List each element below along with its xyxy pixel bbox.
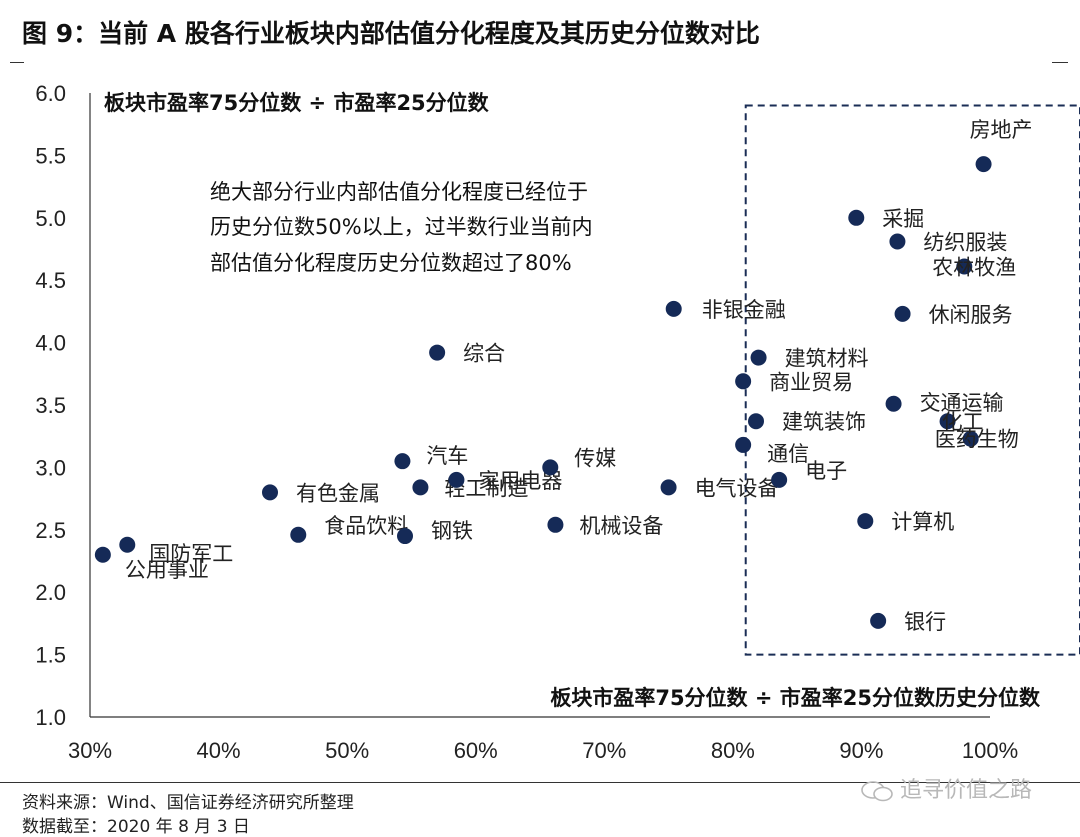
data-point-label: 电气设备 [695, 476, 779, 500]
data-point-label: 传媒 [574, 446, 616, 470]
data-point [750, 349, 767, 366]
data-point-label: 纺织服装 [923, 231, 1007, 255]
data-point [665, 300, 682, 317]
data-point [412, 479, 429, 496]
watermark: 追寻价值之路 [860, 772, 1032, 804]
footer-rule [0, 782, 1080, 783]
data-point-label: 非银金融 [702, 298, 786, 322]
y-tick-label: 3.5 [35, 393, 66, 418]
data-point-label: 银行 [904, 610, 946, 634]
data-point-label: 房地产 [970, 118, 1033, 142]
watermark-text: 追寻价值之路 [900, 778, 1033, 803]
data-point-label: 有色金属 [296, 481, 380, 505]
data-point-label: 钢铁 [431, 519, 473, 543]
data-point [889, 233, 906, 250]
data-point [547, 516, 564, 533]
x-tick-label: 90% [839, 738, 883, 763]
figure-title: 图 9：当前 A 股各行业板块内部估值分化程度及其历史分位数对比 [22, 19, 760, 48]
y-tick-label: 5.5 [35, 143, 66, 168]
data-point [870, 612, 887, 629]
data-point [735, 373, 752, 390]
y-tick-label: 1.0 [35, 705, 66, 730]
data-point [394, 453, 411, 470]
data-point-label: 机械设备 [579, 514, 663, 538]
data-point [397, 528, 413, 545]
x-tick-label: 60% [454, 738, 498, 763]
data-point [857, 513, 874, 530]
data-point [939, 413, 956, 430]
data-point-label: 化工 [942, 410, 984, 434]
data-point [290, 526, 307, 543]
data-point [262, 484, 278, 501]
data-point-label: 食品饮料 [324, 514, 408, 538]
data-point-label: 公用事业 [125, 558, 209, 582]
data-point-label: 计算机 [891, 510, 954, 534]
y-tick-label: 5.0 [35, 206, 66, 231]
data-point [735, 436, 752, 453]
data-point [748, 413, 764, 430]
data-point [975, 156, 992, 173]
data-point-label: 农林牧渔 [932, 255, 1016, 279]
data-point-label: 商业贸易 [769, 370, 853, 394]
x-axis-ticks: 30% 40% 50% 60% 70% 80% 90% 100% [68, 738, 1018, 763]
annotation-line-2: 历史分位数50%以上，过半数行业当前内 [210, 215, 593, 239]
data-point-label: 医药生物 [935, 428, 1019, 452]
y-tick-label: 2.0 [35, 580, 66, 605]
x-axis-label: 板块市盈率75分位数 ÷ 市盈率25分位数历史分位数 [550, 686, 1041, 710]
data-point-label: 建筑装饰 [782, 410, 866, 434]
x-tick-label: 100% [962, 738, 1018, 763]
x-tick-label: 40% [197, 738, 241, 763]
annotation-line-3: 部估值分化程度历史分位数超过了80% [210, 251, 572, 275]
data-point-label: 休闲服务 [929, 303, 1013, 327]
data-point-label: 国防军工 [149, 542, 233, 566]
data-point [771, 471, 788, 488]
data-point [429, 344, 446, 361]
y-axis-label: 板块市盈率75分位数 ÷ 市盈率25分位数 [104, 91, 490, 115]
x-tick-label: 70% [582, 738, 626, 763]
data-point [894, 305, 911, 322]
data-point-label: 汽车 [426, 444, 468, 468]
y-tick-label: 3.0 [35, 455, 66, 480]
data-point [962, 430, 979, 447]
source-note: 资料来源：Wind、国信证券经济研究所整理 [22, 793, 354, 813]
data-point [848, 209, 865, 226]
data-point [956, 258, 973, 275]
wechat-icon [861, 781, 893, 802]
data-point-label: 采掘 [882, 207, 924, 231]
chart-axes [89, 93, 990, 718]
y-tick-label: 4.5 [35, 268, 66, 293]
data-points: 公用事业国防军工有色金属食品饮料汽车钢铁轻工制造综合家用电器传媒机械设备电气设备… [94, 118, 1033, 634]
y-tick-label: 6.0 [35, 81, 66, 106]
x-tick-label: 80% [711, 738, 755, 763]
title-rule [0, 62, 1080, 63]
data-point-label: 综合 [463, 342, 505, 366]
data-point-label: 交通运输 [920, 391, 1004, 415]
annotation-line-1: 绝大部分行业内部估值分化程度已经位于 [210, 180, 588, 204]
data-point-label: 电子 [805, 459, 847, 483]
data-point [660, 479, 677, 496]
data-point [94, 546, 111, 563]
chart-annotation: 绝大部分行业内部估值分化程度已经位于 历史分位数50%以上，过半数行业当前内 部… [210, 180, 593, 275]
scatter-chart: 1.0 1.5 2.0 2.5 3.0 3.5 4.0 4.5 5.0 5.5 6.0 30% 40%… [35, 81, 1080, 763]
x-tick-label: 30% [68, 738, 112, 763]
data-point [542, 459, 559, 476]
y-axis-ticks: 1.0 1.5 2.0 2.5 3.0 3.5 4.0 4.5 5.0 5.5 6.0 [35, 81, 66, 730]
data-point [119, 536, 136, 553]
data-point [448, 471, 465, 488]
data-point-label: 建筑材料 [785, 347, 869, 371]
y-tick-label: 2.5 [35, 518, 66, 543]
y-tick-label: 4.0 [35, 331, 66, 356]
x-tick-label: 50% [325, 738, 369, 763]
y-tick-label: 1.5 [35, 643, 66, 668]
date-note: 数据截至：2020 年 8 月 3 日 [22, 817, 250, 837]
data-point [885, 395, 902, 412]
data-point-label: 通信 [767, 442, 809, 466]
